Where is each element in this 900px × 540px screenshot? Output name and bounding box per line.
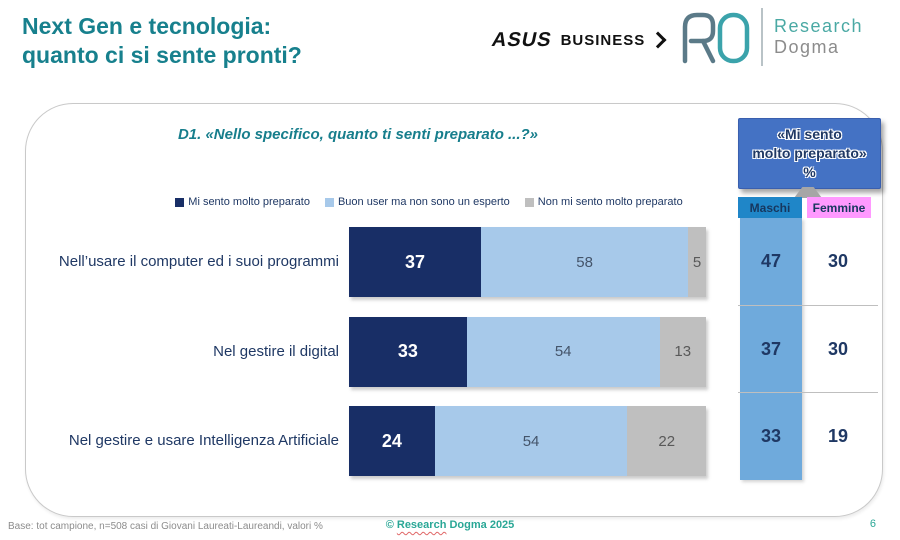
category-label: Nel gestire e usare Intelligenza Artific…: [68, 432, 339, 449]
side-table-rows: 47 30 37 30 33 19: [738, 218, 878, 480]
bar-segment: 37: [349, 227, 482, 297]
femmine-value: 30: [827, 250, 849, 271]
side-callout-line1: «Mi sento: [777, 126, 842, 143]
asus-business-logo: ASUS BUSINESS: [489, 28, 667, 52]
bar-value-label: 37: [405, 251, 426, 272]
legend-item: Mi sento molto preparato: [175, 196, 310, 208]
page-title: Next Gen e tecnologia: quanto ci si sent…: [22, 12, 302, 70]
chart-row: Nel gestire il digital 33 54 13: [26, 316, 736, 387]
side-callout-line2: molto preparato»: [752, 145, 867, 162]
femmine-value: 19: [827, 426, 849, 447]
base-note: Base: tot campione, n=508 casi di Giovan…: [8, 521, 323, 532]
bar-segment: 58: [481, 227, 689, 297]
legend-item: Non mi sento molto preparato: [524, 196, 683, 208]
chart-legend: Mi sento molto preparato Buon user ma non…: [79, 196, 779, 208]
legend-swatch-icon: [524, 197, 534, 207]
bar-segment: 54: [466, 316, 660, 387]
page-title-line1: Next Gen e tecnologia:: [22, 13, 272, 39]
bar-segment: 33: [349, 316, 467, 387]
side-table-row: 47 30: [738, 218, 878, 306]
copyright-word-research: Research: [396, 519, 447, 531]
rd-logo-research: Research: [774, 16, 864, 37]
stacked-bar: 24 54 22: [349, 406, 706, 476]
chart-panel: D1. «Nello specifico, quanto ti senti pr…: [25, 103, 883, 517]
side-callout-box: «Mi sento molto preparato» %: [738, 118, 881, 189]
chart-row: Nel gestire e usare Intelligenza Artific…: [26, 406, 736, 476]
side-table-row: 37 30: [738, 306, 878, 394]
bar-segment: 22: [627, 406, 706, 476]
bar-value-label: 13: [674, 343, 692, 360]
maschi-value: 37: [760, 338, 782, 359]
bar-value-label: 54: [554, 343, 572, 360]
page-number: 6: [869, 518, 876, 530]
maschi-column-fill: [740, 218, 802, 480]
chevron-right-icon: [649, 31, 667, 49]
bar-segment: 5: [688, 227, 706, 297]
side-callout-line3: %: [803, 163, 816, 180]
copyright-rest: Dogma 2025: [449, 519, 515, 531]
maschi-value: 33: [760, 426, 782, 447]
legend-item: Buon user ma non sono un esperto: [324, 196, 510, 208]
category-label: Nell’usare il computer ed i suoi program…: [58, 253, 339, 270]
stacked-bar: 37 58 5: [349, 227, 706, 297]
chart-row: Nell’usare il computer ed i suoi program…: [26, 227, 736, 297]
femmine-value: 30: [827, 338, 849, 359]
legend-label: Mi sento molto preparato: [188, 196, 310, 208]
bar-value-label: 5: [692, 253, 702, 271]
legend-label: Non mi sento molto preparato: [537, 196, 683, 208]
copyright-symbol: ©: [385, 519, 394, 531]
copyright: © Research Dogma 2025: [300, 519, 600, 531]
bar-segment: 24: [349, 406, 435, 476]
bar-value-label: 58: [576, 253, 593, 271]
bar-value-label: 33: [397, 341, 418, 361]
page-title-line2: quanto ci si sente pronti?: [22, 41, 302, 68]
side-table-row: 33 19: [738, 393, 878, 480]
bar-segment: 54: [434, 406, 628, 476]
bar-segment: 13: [659, 316, 706, 387]
legend-swatch-icon: [175, 197, 185, 207]
rd-logo-dogma: Dogma: [774, 37, 840, 57]
legend-swatch-icon: [324, 197, 334, 207]
legend-label: Buon user ma non sono un esperto: [337, 196, 510, 208]
asus-logo-text: ASUS: [489, 28, 555, 51]
bar-value-label: 54: [522, 432, 540, 450]
category-label: Nel gestire il digital: [213, 342, 339, 360]
chart-question: D1. «Nello specifico, quanto ti senti pr…: [177, 126, 539, 143]
callout-pointer-icon: [794, 187, 822, 198]
rd-monogram-icon: [682, 12, 750, 64]
stacked-bar: 33 54 13: [349, 316, 706, 387]
bar-value-label: 22: [658, 432, 676, 450]
bar-value-label: 24: [381, 430, 402, 451]
research-dogma-logo: Research Dogma: [680, 8, 863, 66]
rd-logo-text: Research Dogma: [774, 16, 863, 57]
maschi-value: 47: [760, 250, 782, 271]
logo-divider: [761, 8, 763, 66]
column-header-maschi: Maschi: [738, 197, 802, 218]
column-header-femmine: Femmine: [807, 197, 871, 218]
business-logo-text: BUSINESS: [560, 31, 646, 49]
